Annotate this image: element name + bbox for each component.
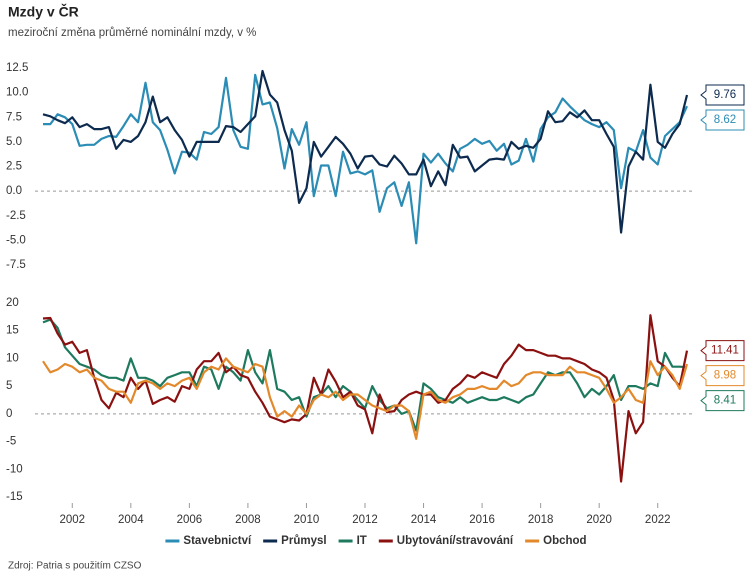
y-tick-label: -5.0 (6, 234, 26, 246)
y-tick-label: -5 (6, 436, 16, 448)
x-tick-label: 2004 (118, 514, 144, 526)
y-tick-label: -10 (6, 463, 23, 475)
line-series (42, 69, 689, 234)
legend-label: Průmysl (281, 535, 326, 547)
y-tick-label: -15 (6, 491, 23, 503)
end-label-box (700, 109, 745, 131)
legend-label: IT (357, 535, 367, 547)
x-tick-label: 2020 (586, 514, 612, 526)
end-label-box (700, 340, 745, 362)
line-series (42, 357, 689, 440)
end-label: 8.98 (714, 370, 736, 382)
x-tick-label: 2018 (528, 514, 554, 526)
source-note: Zdroj: Patria s použitím CZSO (8, 561, 142, 572)
y-tick-label: 5 (6, 380, 12, 392)
line-series (43, 73, 689, 245)
legend-label: Ubytování/stravování (397, 535, 514, 547)
y-tick-label: 7.5 (6, 111, 22, 123)
y-tick-label: 15 (6, 325, 19, 337)
chart-subtitle: meziroční změna průměrné nominální mzdy,… (8, 27, 256, 39)
x-tick-label: 2008 (235, 514, 261, 526)
y-tick-label: 2.5 (6, 161, 22, 173)
end-label-box (700, 390, 745, 412)
y-tick-label: -2.5 (6, 210, 26, 222)
x-tick-label: 2014 (411, 514, 437, 526)
x-tick-label: 2002 (59, 514, 85, 526)
chart-title: Mzdy v ČR (8, 3, 79, 20)
y-tick-label: 0 (6, 408, 12, 420)
y-tick-label: 10.0 (6, 87, 28, 99)
y-tick-label: 20 (6, 297, 19, 309)
y-tick-label: 5.0 (6, 136, 22, 148)
end-label: 8.41 (714, 395, 736, 407)
line-series (42, 314, 689, 483)
end-label-box (700, 84, 745, 106)
y-tick-label: -7.5 (6, 259, 26, 271)
x-tick-label: 2016 (469, 514, 495, 526)
y-tick-label: 10 (6, 352, 19, 364)
y-tick-label: 12.5 (6, 62, 28, 74)
end-label: 8.62 (714, 114, 736, 126)
x-tick-label: 2012 (352, 514, 378, 526)
end-label: 11.41 (711, 345, 739, 357)
end-label-box (700, 365, 745, 387)
x-tick-label: 2022 (645, 514, 671, 526)
legend-label: Obchod (543, 535, 586, 547)
x-tick-label: 2010 (294, 514, 320, 526)
end-label: 9.76 (714, 89, 736, 101)
y-tick-label: 0.0 (6, 185, 22, 197)
legend-label: Stavebnictví (183, 535, 252, 547)
x-tick-label: 2006 (177, 514, 203, 526)
